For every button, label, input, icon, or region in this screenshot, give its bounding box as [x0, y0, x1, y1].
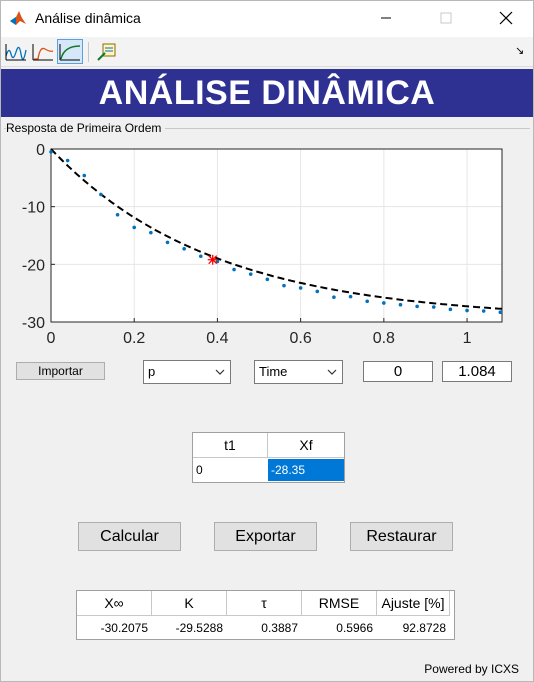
plot-area: [51, 149, 502, 322]
data-point: [49, 150, 53, 154]
t1-cell[interactable]: 0: [196, 463, 203, 477]
k-cell[interactable]: -29.5288: [175, 621, 223, 635]
export-report-icon[interactable]: [94, 39, 120, 64]
data-point: [265, 277, 270, 282]
results-table[interactable]: X∞ K τ RMSE Ajuste [%] -30.2075 -29.5288…: [76, 590, 455, 640]
data-point: [182, 246, 186, 251]
data-point: [65, 158, 70, 163]
data-point: [282, 283, 286, 288]
tau-marker: [207, 254, 218, 265]
data-point: [465, 308, 469, 313]
column-header-t1[interactable]: t1: [193, 433, 268, 458]
data-point: [99, 192, 103, 197]
data-point: [232, 267, 236, 272]
start-time-field[interactable]: 0: [363, 361, 433, 382]
x-inf-cell[interactable]: -30.2075: [100, 621, 148, 635]
x-tick-label: 0.2: [123, 330, 145, 347]
time-select-value: Time: [259, 364, 288, 379]
close-button[interactable]: [483, 1, 529, 35]
x-tick-label: 0.8: [373, 330, 395, 347]
y-tick-label: -10: [22, 200, 45, 217]
data-point: [332, 295, 336, 300]
x-tick-label: 0.4: [206, 330, 228, 347]
toolbar-overflow-icon[interactable]: ↘: [515, 45, 525, 57]
data-point: [382, 301, 386, 305]
column-header-tau[interactable]: τ: [227, 591, 302, 616]
restore-button[interactable]: Restaurar: [350, 522, 453, 551]
data-point: [248, 272, 253, 276]
toolbar-separator: [88, 42, 89, 62]
tau-cell[interactable]: 0.3887: [261, 621, 298, 635]
data-point: [115, 212, 120, 217]
column-header-x-inf[interactable]: X∞: [77, 591, 152, 616]
y-tick-label: -20: [22, 257, 45, 274]
y-tick-label: 0: [36, 142, 45, 159]
title-bar: Análise dinâmica: [1, 1, 533, 37]
data-point: [298, 286, 303, 290]
variable-select[interactable]: p: [143, 360, 231, 384]
fit-cell[interactable]: 92.8728: [402, 621, 446, 635]
column-header-fit[interactable]: Ajuste [%]: [377, 591, 450, 616]
plot-border: [50, 148, 503, 323]
time-select[interactable]: Time: [254, 360, 343, 384]
signal-icon[interactable]: [3, 39, 29, 64]
fit-response-icon[interactable]: [57, 39, 83, 64]
data-point: [415, 304, 419, 309]
panel-border: [4, 128, 530, 129]
column-header-xf[interactable]: Xf: [268, 433, 344, 458]
y-tick-label: -30: [22, 315, 45, 332]
data-point: [215, 259, 220, 264]
minimize-button[interactable]: [363, 1, 409, 35]
toolbar: ↘: [1, 37, 533, 67]
step-response-icon[interactable]: [30, 39, 56, 64]
window-title: Análise dinâmica: [35, 10, 141, 26]
data-point: [165, 240, 170, 245]
data-point: [315, 289, 320, 294]
maximize-button[interactable]: [423, 1, 469, 35]
parameter-table[interactable]: t1 Xf 0 -28.35: [192, 432, 345, 483]
rmse-cell[interactable]: 0.5966: [336, 621, 373, 635]
export-button[interactable]: Exportar: [214, 522, 317, 551]
matlab-app-icon: [9, 9, 27, 27]
calculate-button[interactable]: Calcular: [78, 522, 181, 551]
x-tick-label: 1: [463, 330, 472, 347]
data-point: [82, 173, 87, 178]
page-title: ANÁLISE DINÂMICA: [1, 69, 533, 117]
powered-by-label: Powered by ICXS: [424, 662, 519, 676]
data-point: [348, 294, 353, 299]
data-point: [132, 225, 137, 230]
variable-select-value: p: [148, 364, 156, 379]
column-header-rmse[interactable]: RMSE: [302, 591, 377, 616]
x-tick-label: 0.6: [290, 330, 312, 347]
data-point: [398, 302, 403, 307]
data-point: [448, 307, 453, 312]
import-button[interactable]: Importar: [16, 362, 105, 380]
x-tick-label: 0: [47, 330, 56, 347]
data-point: [481, 309, 486, 313]
response-chart[interactable]: 0 0.2 0.4 0.6 0.8 1 0 -10 -20 -30: [1, 129, 533, 354]
chevron-down-icon: [215, 369, 225, 375]
data-point: [149, 230, 153, 235]
data-point: [198, 254, 203, 259]
panel-title: Resposta de Primeira Ordem: [6, 121, 166, 135]
xf-cell[interactable]: -28.35: [268, 459, 344, 481]
end-time-field[interactable]: 1.084: [442, 361, 512, 382]
data-point: [498, 310, 503, 314]
column-header-k[interactable]: K: [152, 591, 227, 616]
data-point: [431, 305, 436, 309]
data-point: [365, 299, 369, 304]
chevron-down-icon: [327, 369, 337, 375]
